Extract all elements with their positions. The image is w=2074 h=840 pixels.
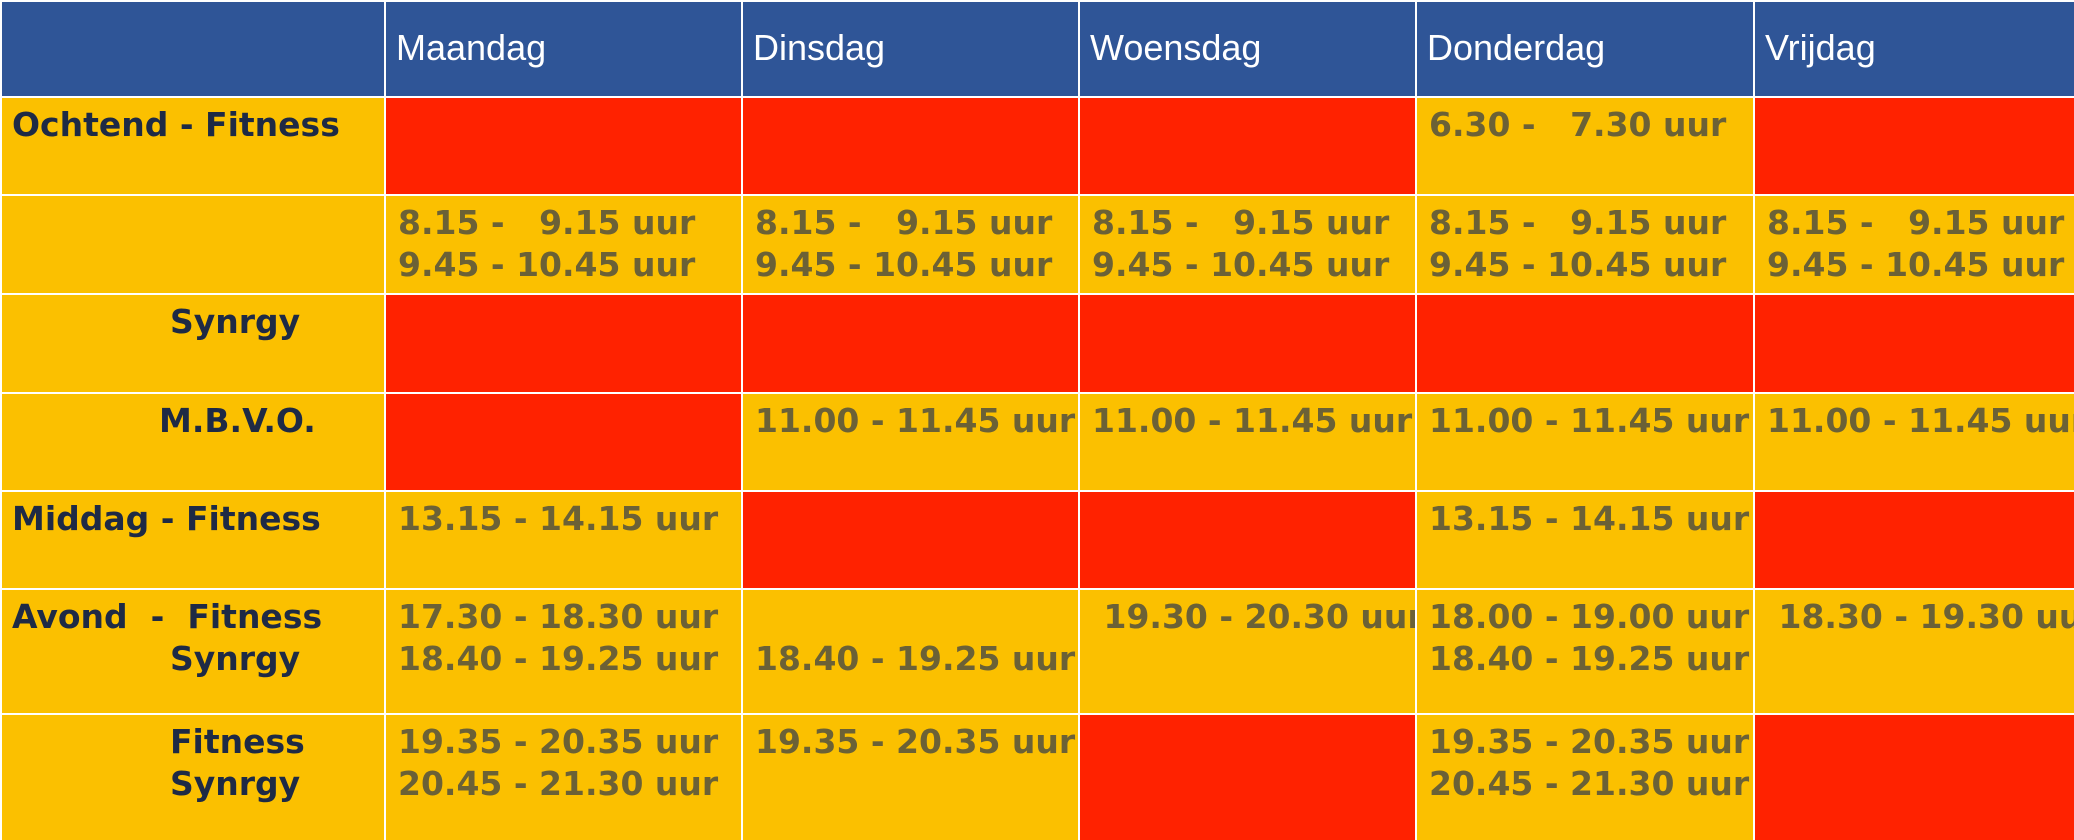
unavailable-slot	[386, 295, 741, 392]
day-header-maandag: Maandag	[386, 2, 741, 96]
row-label: Middag - Fitness	[2, 492, 384, 588]
time-slot-woensdag: 11.00 - 11.45 uur	[1080, 394, 1415, 490]
time-slot-vrijdag: 18.30 - 19.30 uur	[1755, 590, 2074, 713]
time-slot-maandag: 19.35 - 20.35 uur 20.45 - 21.30 uur	[386, 715, 741, 840]
unavailable-slot	[743, 295, 1078, 392]
time-slot-text: 19.30 - 20.30 uur	[1092, 597, 1415, 636]
time-slot-text: 18.40 - 19.25 uur	[398, 639, 719, 678]
row-label-text: Synrgy	[170, 302, 301, 341]
row-label-text: M.B.V.O.	[159, 401, 316, 440]
time-slot-text: 8.15 - 9.15 uur	[1767, 203, 2065, 242]
unavailable-slot	[743, 492, 1078, 588]
row-label-text: Middag - Fitness	[12, 499, 321, 538]
unavailable-slot	[1755, 98, 2074, 194]
time-slot-text: 19.35 - 20.35 uur	[1429, 722, 1750, 761]
row-label	[2, 196, 384, 293]
time-slot-donderdag: 11.00 - 11.45 uur	[1417, 394, 1753, 490]
time-slot-text: 19.35 - 20.35 uur	[755, 722, 1076, 761]
time-slot-text: 8.15 - 9.15 uur	[398, 203, 696, 242]
row-label-text: Avond - Fitness	[12, 597, 323, 636]
time-slot-dinsdag: 11.00 - 11.45 uur	[743, 394, 1078, 490]
time-slot-text: 20.45 - 21.30 uur	[398, 764, 719, 803]
time-slot-text: 13.15 - 14.15 uur	[398, 499, 719, 538]
time-slot-vrijdag: 11.00 - 11.45 uur	[1755, 394, 2074, 490]
unavailable-slot	[386, 98, 741, 194]
day-header-dinsdag: Dinsdag	[743, 2, 1078, 96]
time-slot-text: 9.45 - 10.45 uur	[1092, 245, 1390, 284]
unavailable-slot	[1755, 492, 2074, 588]
unavailable-slot	[1080, 492, 1415, 588]
time-slot-woensdag: 8.15 - 9.15 uur 9.45 - 10.45 uur	[1080, 196, 1415, 293]
time-slot-donderdag: 19.35 - 20.35 uur 20.45 - 21.30 uur	[1417, 715, 1753, 840]
time-slot-donderdag: 18.00 - 19.00 uur 18.40 - 19.25 uur	[1417, 590, 1753, 713]
time-slot-text: 18.30 - 19.30 uur	[1767, 597, 2074, 636]
time-slot-vrijdag: 8.15 - 9.15 uur 9.45 - 10.45 uur	[1755, 196, 2074, 293]
time-slot-donderdag: 13.15 - 14.15 uur	[1417, 492, 1753, 588]
time-slot-text: 13.15 - 14.15 uur	[1429, 499, 1750, 538]
row-sublabel-text: Synrgy	[170, 764, 301, 803]
day-header-vrijdag: Vrijdag	[1755, 2, 2074, 96]
unavailable-slot	[1755, 295, 2074, 392]
time-slot-text: 9.45 - 10.45 uur	[1767, 245, 2065, 284]
time-slot-maandag: 17.30 - 18.30 uur 18.40 - 19.25 uur	[386, 590, 741, 713]
time-slot-text: 9.45 - 10.45 uur	[1429, 245, 1727, 284]
row-label: Synrgy	[2, 295, 384, 392]
time-slot-woensdag: 19.30 - 20.30 uur	[1080, 590, 1415, 713]
unavailable-slot	[1417, 295, 1753, 392]
time-slot-text: 8.15 - 9.15 uur	[1092, 203, 1390, 242]
time-slot-donderdag: 6.30 - 7.30 uur	[1417, 98, 1753, 194]
row-label: Ochtend - Fitness	[2, 98, 384, 194]
time-slot-text: 11.00 - 11.45 uur	[755, 401, 1076, 440]
time-slot-dinsdag: 19.35 - 20.35 uur	[743, 715, 1078, 840]
row-label: Fitness Synrgy	[2, 715, 384, 840]
time-slot-text: 11.00 - 11.45 uur	[1092, 401, 1413, 440]
time-slot-donderdag: 8.15 - 9.15 uur 9.45 - 10.45 uur	[1417, 196, 1753, 293]
row-label: Avond - Fitness Synrgy	[2, 590, 384, 713]
time-slot-text: 9.45 - 10.45 uur	[398, 245, 696, 284]
row-sublabel-text: Synrgy	[170, 639, 301, 678]
time-slot-text: 18.40 - 19.25 uur	[755, 639, 1076, 678]
unavailable-slot	[386, 394, 741, 490]
unavailable-slot	[1080, 295, 1415, 392]
time-slot-text: 9.45 - 10.45 uur	[755, 245, 1053, 284]
unavailable-slot	[1080, 715, 1415, 840]
time-slot-dinsdag: 18.40 - 19.25 uur	[743, 590, 1078, 713]
header-corner	[2, 2, 384, 96]
time-slot-text: 8.15 - 9.15 uur	[1429, 203, 1727, 242]
day-header-woensdag: Woensdag	[1080, 2, 1415, 96]
day-header-donderdag: Donderdag	[1417, 2, 1753, 96]
time-slot-text: 6.30 - 7.30 uur	[1429, 105, 1727, 144]
unavailable-slot	[743, 98, 1078, 194]
time-slot-text: 8.15 - 9.15 uur	[755, 203, 1053, 242]
time-slot-text: 17.30 - 18.30 uur	[398, 597, 719, 636]
time-slot-text: 18.00 - 19.00 uur	[1429, 597, 1750, 636]
time-slot-text: 19.35 - 20.35 uur	[398, 722, 719, 761]
time-slot-maandag: 8.15 - 9.15 uur 9.45 - 10.45 uur	[386, 196, 741, 293]
row-label: M.B.V.O.	[2, 394, 384, 490]
time-slot-text: 11.00 - 11.45 uur	[1429, 401, 1750, 440]
time-slot-text: 18.40 - 19.25 uur	[1429, 639, 1750, 678]
time-slot-maandag: 13.15 - 14.15 uur	[386, 492, 741, 588]
unavailable-slot	[1755, 715, 2074, 840]
time-slot-text: 11.00 - 11.45 uur	[1767, 401, 2074, 440]
time-slot-text: 20.45 - 21.30 uur	[1429, 764, 1750, 803]
row-label-text: Fitness	[170, 722, 305, 761]
unavailable-slot	[1080, 98, 1415, 194]
row-label-text: Ochtend - Fitness	[12, 105, 340, 144]
time-slot-dinsdag: 8.15 - 9.15 uur 9.45 - 10.45 uur	[743, 196, 1078, 293]
